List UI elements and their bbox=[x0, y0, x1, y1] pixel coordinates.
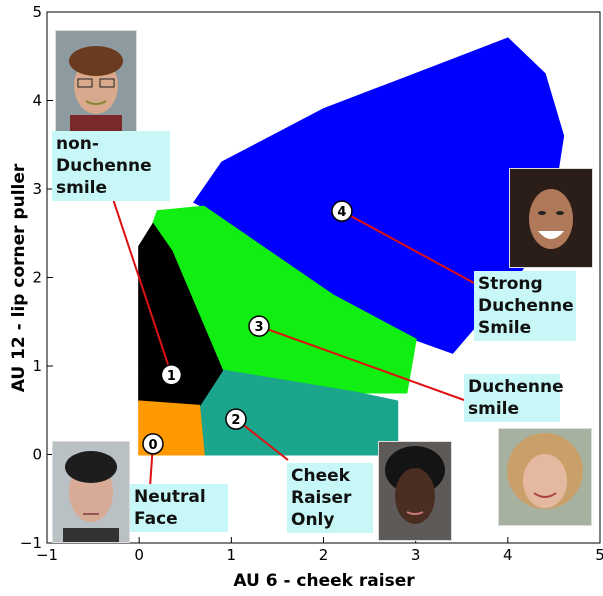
cluster-marker-0 bbox=[142, 433, 164, 455]
x-tick-label: 4 bbox=[503, 546, 513, 564]
leader-line-4 bbox=[341, 210, 475, 284]
face-illustration bbox=[69, 46, 123, 131]
x-tick-label: 5 bbox=[595, 546, 603, 564]
photo-non-duchenne bbox=[55, 30, 137, 132]
x-axis-label: AU 6 - cheek raiser bbox=[233, 571, 415, 591]
x-tick-label: 1 bbox=[227, 546, 237, 564]
face-illustration bbox=[385, 446, 445, 524]
y-tick-label: −1 bbox=[20, 534, 42, 552]
x-tick-label: 3 bbox=[411, 546, 421, 564]
y-tick-label: 1 bbox=[32, 357, 42, 375]
cluster-marker-2 bbox=[225, 408, 247, 430]
label-strong-duchenne-smile: Strong Duchenne Smile bbox=[474, 271, 576, 341]
cluster-marker-4 bbox=[331, 200, 353, 222]
cluster-marker-number: 1 bbox=[167, 369, 176, 384]
cluster-marker-number: 4 bbox=[337, 205, 346, 220]
y-tick-label: 2 bbox=[32, 269, 42, 287]
label-neutral-face: Neutral Face bbox=[130, 484, 228, 532]
cluster-marker-number: 2 bbox=[231, 413, 240, 428]
cluster-marker-3 bbox=[248, 315, 270, 337]
label-non-duchenne-smile: non-Duchenne smile bbox=[52, 131, 170, 201]
cluster-regions bbox=[138, 37, 565, 456]
y-axis-label: AU 12 - lip corner puller bbox=[9, 163, 29, 392]
photo-duchenne bbox=[498, 428, 592, 526]
cluster-marker-number: 0 bbox=[148, 438, 157, 453]
leader-line-2 bbox=[235, 418, 289, 461]
x-tick-label: 2 bbox=[319, 546, 329, 564]
x-tick-label: −1 bbox=[36, 546, 58, 564]
leader-line-3 bbox=[258, 325, 465, 401]
x-tick-label: 0 bbox=[134, 546, 144, 564]
axes: −1−1 0 0 1 1 2 2 3 3 4 4 5 5 bbox=[20, 3, 603, 564]
label-cheek-raiser-only: Cheek Raiser Only bbox=[287, 463, 373, 533]
tick-marks: −1−1 0 0 1 1 2 2 3 3 4 4 5 5 bbox=[20, 3, 603, 564]
cluster-marker-1 bbox=[160, 364, 183, 386]
callout-lines bbox=[109, 189, 475, 488]
cluster-markers: 0 1 2 3 4 bbox=[142, 200, 353, 455]
cluster-marker-number: 3 bbox=[254, 320, 263, 335]
face-illustration bbox=[507, 433, 583, 509]
photo-cheek-raiser bbox=[378, 441, 452, 541]
y-tick-label: 0 bbox=[32, 446, 42, 464]
y-tick-label: 3 bbox=[32, 180, 42, 198]
y-tick-label: 5 bbox=[32, 3, 42, 21]
face-illustration bbox=[63, 451, 119, 542]
photo-strong-duchenne bbox=[509, 168, 593, 268]
face-illustration bbox=[529, 189, 573, 249]
y-tick-label: 4 bbox=[32, 92, 42, 110]
photo-neutral bbox=[52, 441, 130, 543]
leader-line-1 bbox=[109, 189, 173, 376]
label-duchenne-smile: Duchenne smile bbox=[464, 374, 564, 422]
